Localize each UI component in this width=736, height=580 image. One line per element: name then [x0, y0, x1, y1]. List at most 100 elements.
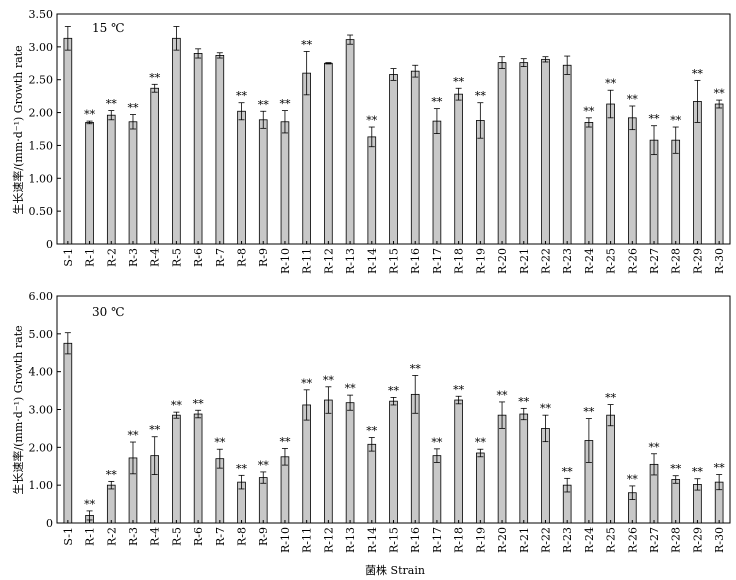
x-tick-label-R-25: R-25: [605, 248, 618, 274]
bar-S-1: [63, 37, 73, 245]
bar-S-1: [63, 342, 73, 524]
bar-R-28: [671, 479, 681, 524]
x-tick-label-R-30: R-30: [713, 248, 726, 274]
x-tick-label-R-13: R-13: [344, 527, 357, 553]
significance-mark: **: [410, 362, 422, 375]
y-tick-label: 2.00: [29, 441, 54, 454]
significance-mark: **: [149, 71, 161, 84]
x-tick-label-R-24: R-24: [583, 527, 596, 553]
y-tick-label: 6.00: [29, 290, 54, 303]
panel-15c: 15 ℃ 生长速率/(mm·d⁻¹) Growth rate 0 0.50 1.00…: [11, 8, 731, 274]
panel-label-15c: 15 ℃: [92, 21, 125, 35]
significance-mark: **: [366, 424, 378, 437]
significance-mark: **: [301, 377, 313, 390]
significance-mark: **: [106, 468, 118, 481]
bar-R-17: [432, 120, 442, 245]
bar-R-15: [389, 74, 398, 245]
x-tick-label-R-23: R-23: [561, 248, 574, 274]
x-tick-label-R-25: R-25: [605, 527, 618, 553]
x-tick-label-R-16: R-16: [409, 527, 422, 553]
significance-mark: **: [236, 90, 248, 103]
y-tick-label: 3.00: [29, 404, 54, 417]
x-tick-label-R-14: R-14: [366, 527, 379, 553]
y-tick-label: 4.00: [29, 366, 54, 379]
bar-R-19: [476, 452, 485, 524]
x-tick-label-R-21: R-21: [518, 248, 531, 274]
bar-R-19: [476, 120, 485, 245]
panel-30c: 30 ℃ 生长速率/(mm·d⁻¹) Growth rate 菌株 Strain…: [11, 290, 731, 577]
bar-R-21: [519, 413, 529, 524]
bar-R-6: [193, 413, 203, 524]
significance-mark: **: [649, 113, 661, 126]
bar-R-18: [454, 399, 463, 524]
x-tick-label-R-6: R-6: [192, 527, 205, 546]
x-tick-label-R-17: R-17: [431, 527, 444, 553]
x-tick-label-R-20: R-20: [496, 527, 509, 553]
bar-R-18: [454, 93, 463, 245]
y-tick-label: 2.50: [29, 74, 54, 87]
significance-mark: **: [345, 382, 357, 395]
significance-mark: **: [149, 424, 161, 437]
x-tick-label-R-30: R-30: [713, 527, 726, 553]
y-tick-label: 3.50: [29, 8, 54, 21]
significance-mark: **: [236, 462, 248, 475]
panel-label-30c: 30 ℃: [92, 305, 125, 319]
bar-R-21: [519, 62, 529, 245]
significance-mark: **: [627, 473, 639, 486]
bar-R-30: [714, 103, 724, 245]
significance-mark: **: [583, 406, 595, 419]
bar-R-3: [128, 121, 138, 245]
x-tick-label-R-9: R-9: [257, 527, 270, 546]
bar-R-2: [106, 484, 116, 524]
bar-R-26: [627, 117, 637, 245]
bar-R-2: [106, 114, 116, 245]
x-tick-label-R-27: R-27: [648, 527, 661, 553]
significance-mark: **: [518, 395, 530, 408]
significance-mark: **: [692, 67, 704, 80]
x-tick-label-R-15: R-15: [388, 527, 401, 553]
significance-mark: **: [431, 96, 443, 109]
significance-mark: **: [670, 114, 682, 127]
bar-R-13: [345, 402, 355, 524]
significance-mark: **: [279, 98, 291, 111]
significance-mark: **: [301, 38, 313, 51]
x-tick-label-R-3: R-3: [127, 527, 140, 546]
x-axis-title: 菌株 Strain: [365, 563, 425, 577]
x-tick-label-R-19: R-19: [474, 527, 487, 553]
x-tick-label-R-18: R-18: [453, 248, 466, 274]
bar-R-25: [606, 414, 615, 524]
significance-mark: **: [605, 392, 617, 405]
significance-mark: **: [106, 98, 118, 111]
significance-mark: **: [127, 102, 139, 115]
x-tick-label-R-8: R-8: [236, 248, 249, 267]
x-tick-label-R-6: R-6: [192, 248, 205, 267]
significance-mark: **: [388, 384, 400, 397]
x-tick-label-R-2: R-2: [105, 248, 118, 267]
x-tick-label-R-20: R-20: [496, 248, 509, 274]
significance-mark: **: [583, 105, 595, 118]
bar-R-8: [237, 110, 246, 245]
x-tick-label-R-18: R-18: [453, 527, 466, 553]
significance-mark: **: [692, 466, 704, 479]
x-tick-label-R-26: R-26: [626, 248, 639, 274]
x-tick-label-R-11: R-11: [301, 248, 314, 274]
bar-R-10: [280, 456, 290, 524]
significance-mark: **: [475, 436, 487, 449]
x-tick-label-S-1: S-1: [62, 527, 75, 546]
bar-R-12: [324, 399, 333, 524]
significance-mark: **: [475, 90, 487, 103]
significance-mark: **: [258, 98, 270, 111]
bar-R-25: [606, 103, 615, 245]
y-tick-label: 2.00: [29, 107, 54, 120]
x-tick-label-R-12: R-12: [322, 527, 335, 553]
bar-R-5: [172, 37, 181, 245]
x-tick-label-R-8: R-8: [236, 527, 249, 546]
x-tick-label-R-7: R-7: [214, 527, 227, 546]
significance-mark: **: [193, 397, 205, 410]
x-tick-label-R-16: R-16: [409, 248, 422, 274]
bar-R-7: [215, 55, 225, 245]
significance-mark: **: [540, 402, 552, 415]
x-tick-label-R-10: R-10: [279, 248, 292, 274]
x-tick-label-R-10: R-10: [279, 527, 292, 553]
bar-R-9: [258, 119, 268, 245]
